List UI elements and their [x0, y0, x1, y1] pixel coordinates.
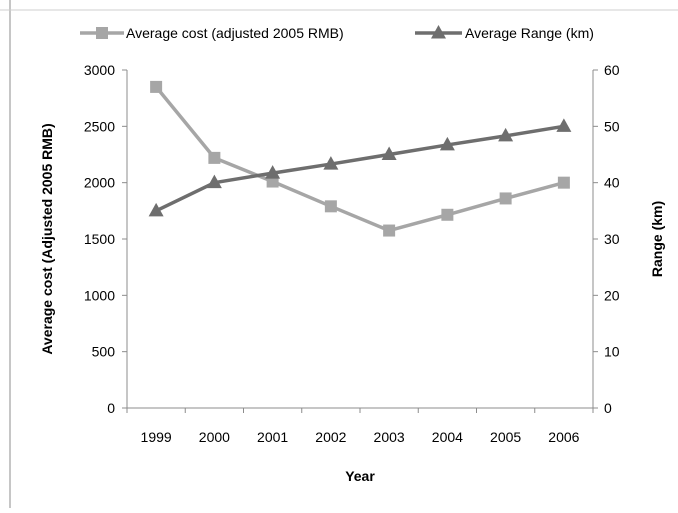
y-tick-label-left: 2000 [84, 175, 115, 191]
data-point-square [499, 192, 512, 205]
legend-label-2: Average Range (km) [465, 25, 594, 41]
y-tick-label-right: 60 [604, 62, 620, 78]
series-line-1 [154, 85, 565, 233]
data-point-square [208, 151, 221, 164]
x-tick-label: 2000 [199, 429, 230, 445]
y-tick-label-right: 10 [604, 344, 620, 360]
data-point-triangle [381, 146, 397, 160]
y-tick-label-left: 2500 [84, 118, 115, 134]
y-tick-label-right: 30 [604, 231, 620, 247]
data-point-square [557, 176, 570, 189]
data-point-square [150, 80, 163, 93]
y-tick-label-right: 20 [604, 287, 620, 303]
data-point-square [383, 224, 396, 237]
y-tick-label-left: 1500 [84, 231, 115, 247]
series-line-2 [155, 124, 565, 213]
axes: 0 500 1000 1500 2000 2500 3000 0 10 20 30 40 50 60 199… [84, 62, 620, 445]
data-point-triangle [498, 127, 514, 142]
y-axis-label-left: Average cost (Adjusted 2005 RMB) [39, 123, 55, 354]
data-point-triangle [439, 136, 455, 151]
data-point-square [441, 208, 454, 221]
legend: Average cost (adjusted 2005 RMB) Average … [80, 25, 594, 41]
data-point-square [324, 200, 337, 213]
x-tick-label: 2001 [257, 429, 288, 445]
x-tick-label: 2004 [432, 429, 463, 445]
data-point-triangle [431, 25, 446, 39]
series-layer [148, 80, 572, 237]
data-point-square [96, 27, 108, 39]
x-tick-label: 2006 [548, 429, 579, 445]
y-tick-label-left: 500 [92, 344, 116, 360]
data-point-triangle [265, 165, 281, 179]
x-tick-label: 2002 [315, 429, 346, 445]
data-point-triangle [323, 156, 339, 170]
data-point-triangle [148, 202, 164, 217]
y-tick-label-right: 0 [604, 400, 612, 416]
data-point-triangle [206, 174, 222, 189]
y-tick-label-left: 1000 [84, 287, 115, 303]
x-axis-label: Year [345, 468, 375, 484]
y-axis-label-right: Range (km) [649, 201, 665, 277]
data-point-triangle [556, 118, 572, 132]
y-tick-label-right: 40 [604, 175, 620, 191]
legend-label-1: Average cost (adjusted 2005 RMB) [126, 25, 344, 41]
y-tick-label-left: 3000 [84, 62, 115, 78]
y-tick-label-right: 50 [604, 118, 620, 134]
x-tick-label: 2005 [490, 429, 521, 445]
x-tick-label: 2003 [374, 429, 405, 445]
x-tick-label: 1999 [141, 429, 172, 445]
y-tick-label-left: 0 [107, 400, 115, 416]
